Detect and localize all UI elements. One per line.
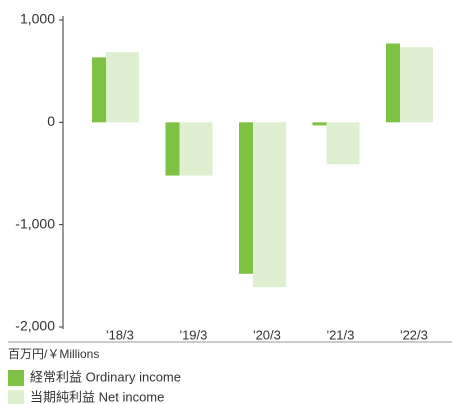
- bar: [239, 122, 253, 274]
- x-tick-label: '22/3: [400, 327, 428, 342]
- legend-label: 経常利益 Ordinary income: [30, 369, 181, 384]
- bar: [179, 122, 213, 176]
- bar: [92, 57, 106, 123]
- bar: [106, 52, 139, 123]
- x-tick-label: '20/3: [253, 327, 281, 342]
- y-tick-label: -2,000: [15, 318, 55, 334]
- y-tick-label: -1,000: [15, 215, 55, 231]
- bar: [400, 47, 433, 123]
- x-tick-label: '18/3: [106, 327, 134, 342]
- y-tick-label: 1,000: [20, 11, 55, 27]
- legend-label: 当期純利益 Net income: [30, 389, 164, 404]
- y-tick-label: 0: [47, 113, 55, 129]
- bar: [386, 43, 400, 123]
- x-tick-label: '21/3: [327, 327, 355, 342]
- legend-swatch: [8, 390, 24, 404]
- bar: [326, 122, 360, 165]
- x-tick-label: '19/3: [180, 327, 208, 342]
- unit-label: 百万円/￥Millions: [8, 347, 99, 361]
- bar: [165, 122, 180, 176]
- bar: [312, 122, 327, 126]
- legend-swatch: [8, 370, 24, 386]
- bar: [253, 122, 286, 288]
